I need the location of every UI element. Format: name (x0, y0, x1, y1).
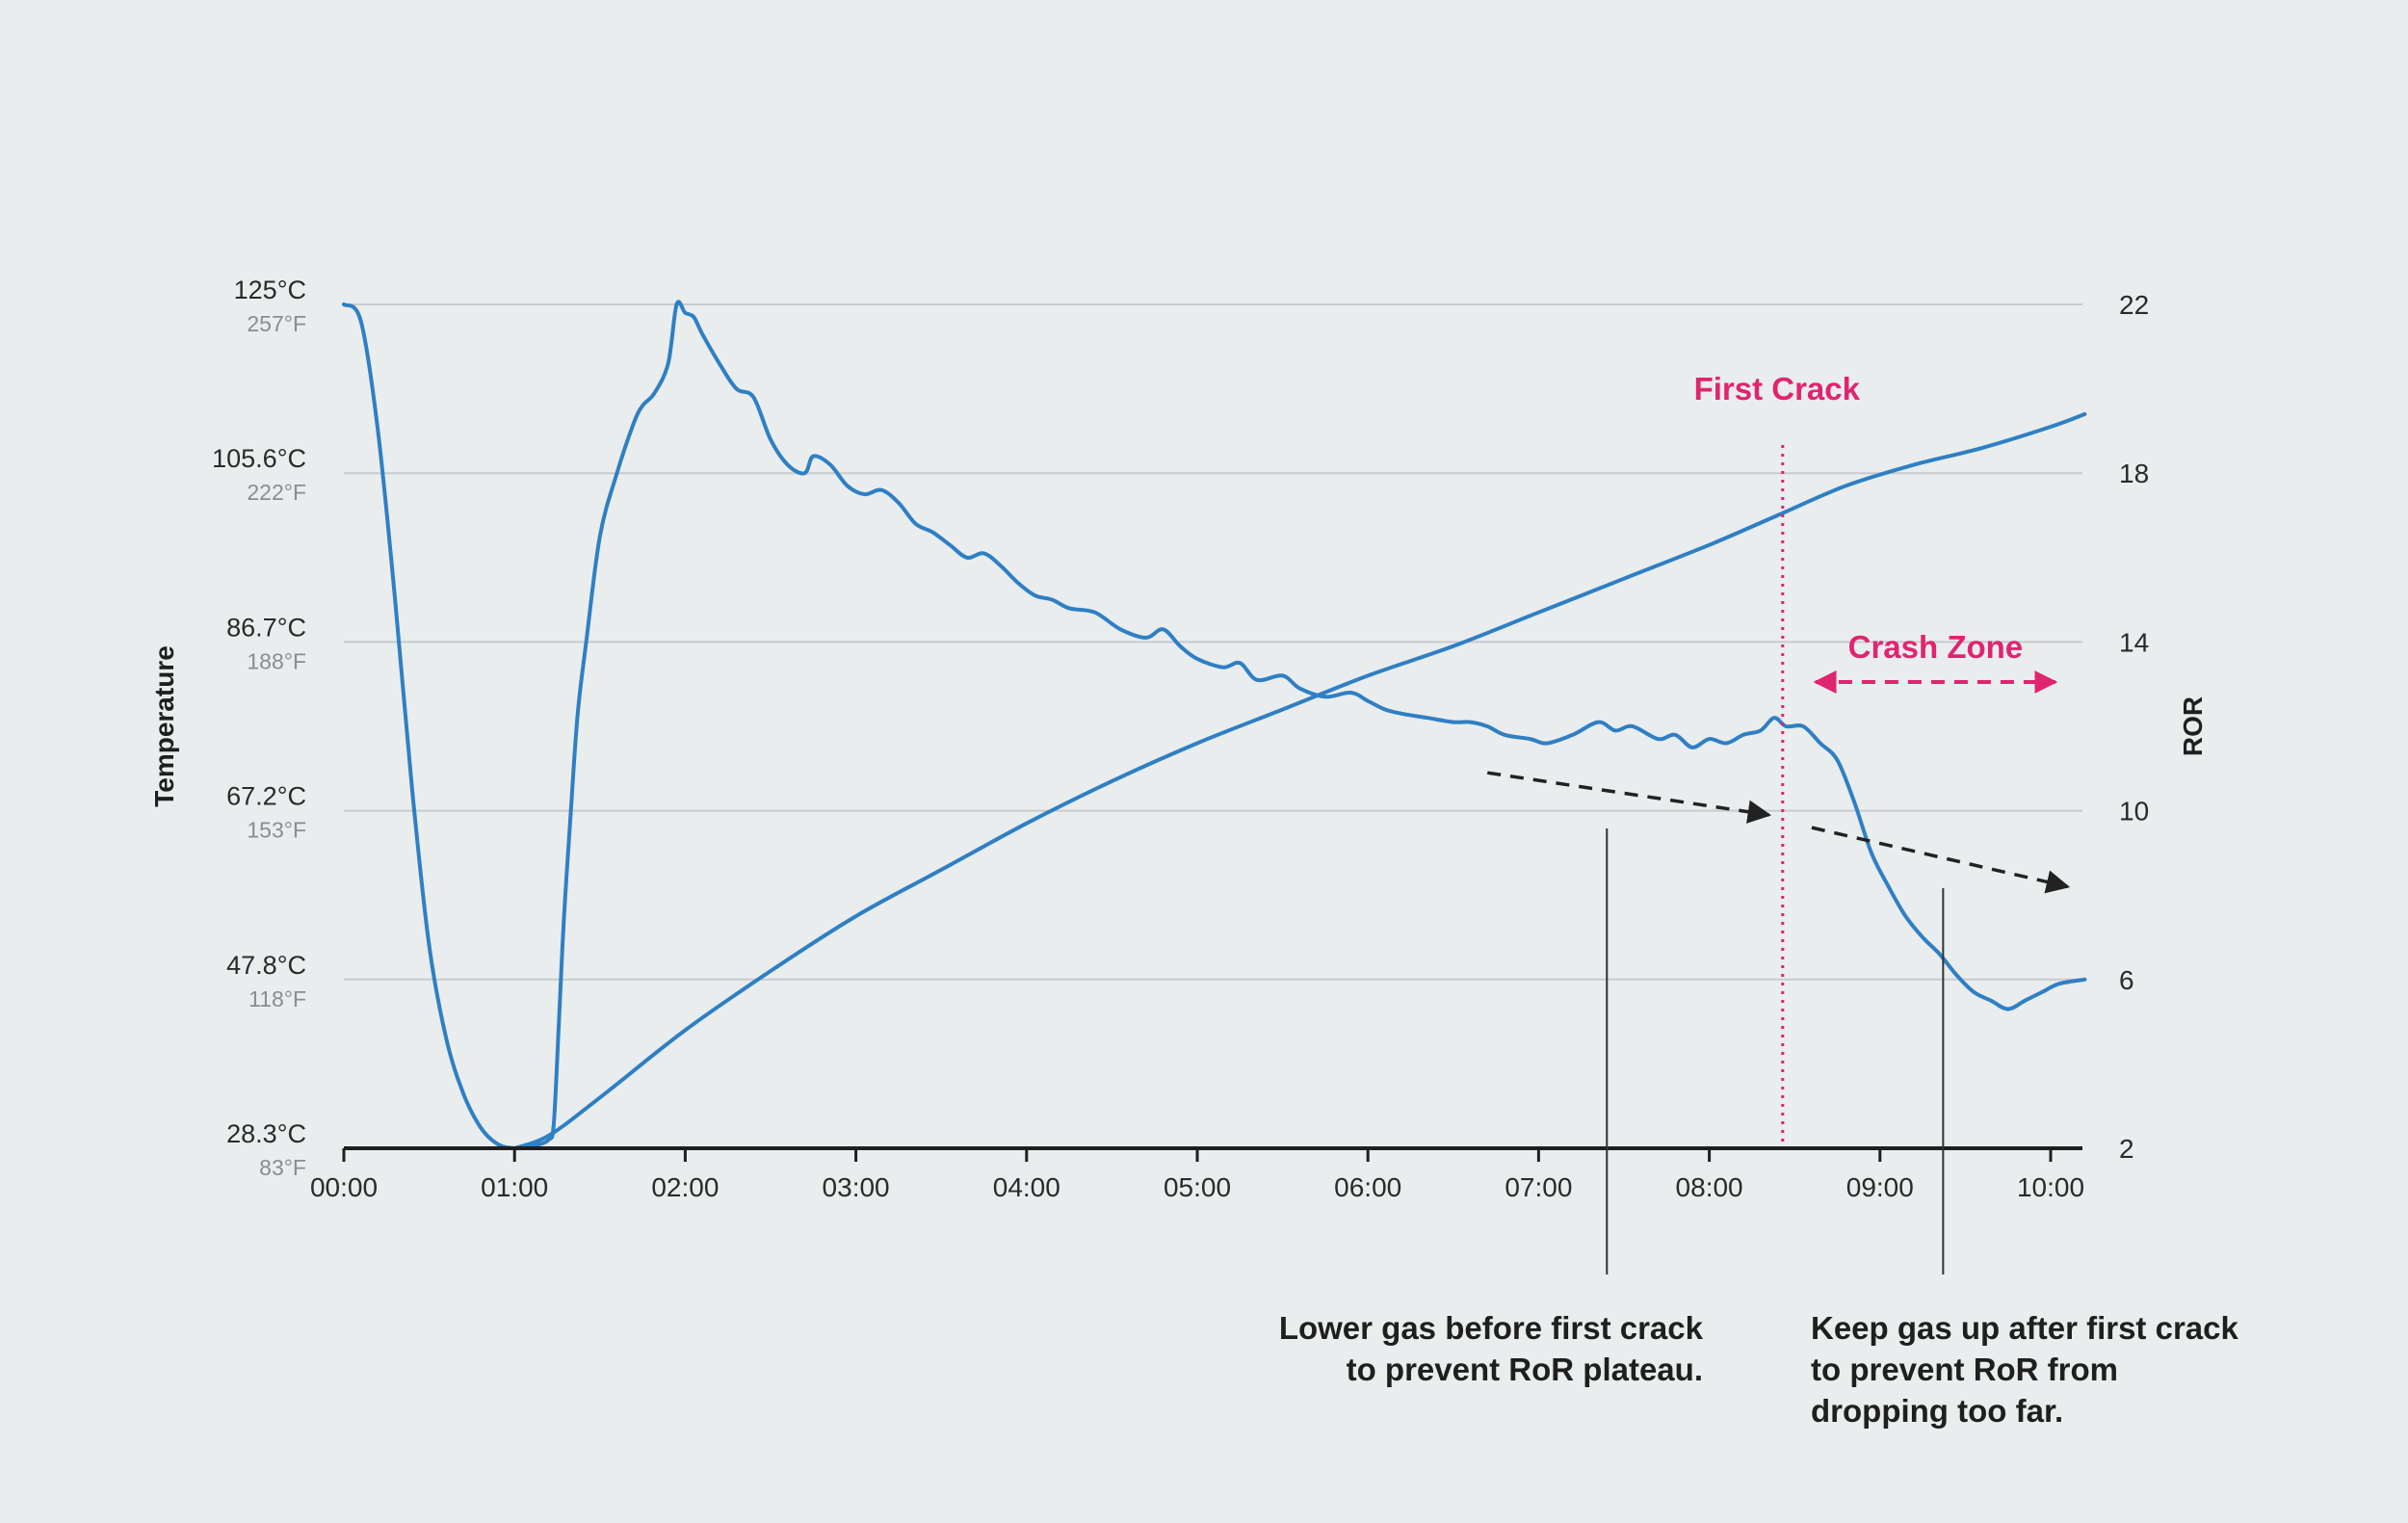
temperature-curve (512, 411, 2087, 1150)
annotation-text: dropping too far. (1811, 1393, 2063, 1429)
axes: 28.3°C 83°F 2 47.8°C 118°F 6 67.2°C 153°F 10 86.7… (149, 276, 2208, 1202)
x-tick-label: 08:00 (1676, 1172, 1743, 1202)
series-layer (342, 300, 2087, 1151)
annotation-text: to prevent RoR from (1811, 1352, 2118, 1387)
y-right-tick-label: 18 (2119, 459, 2149, 488)
y-left-tick-celsius: 86.7°C (226, 613, 306, 642)
x-tick-label: 07:00 (1505, 1172, 1572, 1202)
y-right-axis-title: ROR (2178, 696, 2208, 756)
annotation-text: Lower gas before first crack (1279, 1310, 1704, 1346)
x-tick-label: 04:00 (993, 1172, 1060, 1202)
x-tick-label: 03:00 (823, 1172, 890, 1202)
y-left-tick-celsius: 47.8°C (226, 951, 306, 980)
y-left-tick-fahrenheit: 257°F (247, 311, 306, 336)
trend-arrow (1811, 826, 2071, 894)
y-left-tick-celsius: 125°C (234, 276, 306, 304)
y-right-tick-label: 14 (2119, 627, 2149, 657)
x-tick-label: 06:00 (1334, 1172, 1401, 1202)
x-tick-label: 10:00 (2017, 1172, 2084, 1202)
y-left-tick-celsius: 28.3°C (226, 1119, 306, 1148)
y-right-tick-label: 6 (2119, 965, 2134, 995)
y-left-tick-fahrenheit: 118°F (249, 986, 306, 1011)
y-right-tick-label: 2 (2119, 1134, 2134, 1164)
y-left-tick-fahrenheit: 83°F (259, 1155, 306, 1180)
y-left-tick-celsius: 105.6°C (212, 444, 306, 473)
x-tick-label: 05:00 (1164, 1172, 1231, 1202)
y-right-tick-label: 10 (2119, 797, 2149, 827)
annotations: First Crack Crash Zone Lower gas before fi… (1279, 371, 2239, 1429)
x-tick-label: 09:00 (1846, 1172, 1914, 1202)
x-tick-label: 01:00 (481, 1172, 548, 1202)
crash-zone-label: Crash Zone (1848, 629, 2024, 665)
y-left-tick-celsius: 67.2°C (226, 782, 306, 811)
y-left-axis-title: Temperature (149, 645, 179, 807)
x-tick-label: 02:00 (651, 1172, 719, 1202)
annotation-text: to prevent RoR plateau. (1347, 1352, 1703, 1387)
ror-curve (342, 300, 2087, 1151)
y-left-tick-fahrenheit: 222°F (247, 480, 306, 505)
trend-arrow (1486, 771, 1772, 824)
x-tick-label: 00:00 (310, 1172, 378, 1202)
y-right-tick-label: 22 (2119, 290, 2149, 320)
y-left-tick-fahrenheit: 153°F (247, 818, 306, 843)
first-crack-label: First Crack (1694, 371, 1861, 407)
gridlines (344, 303, 2082, 981)
y-left-tick-fahrenheit: 188°F (247, 648, 306, 673)
annotation-text: Keep gas up after first crack (1811, 1310, 2238, 1346)
